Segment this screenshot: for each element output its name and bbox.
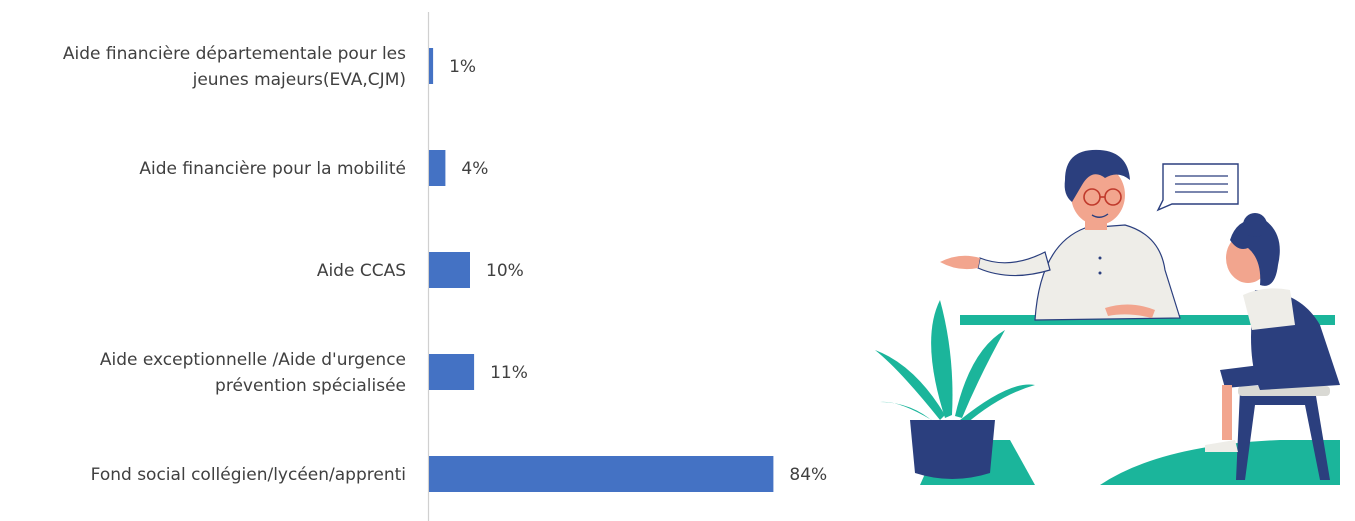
table-top xyxy=(960,315,1335,325)
category-label-line: prévention spécialisée xyxy=(215,376,406,396)
category-label-line: Aide CCAS xyxy=(317,261,406,281)
category-label: Aide exceptionnelle /Aide d'urgence préve… xyxy=(100,350,406,396)
category-label-line: Fond social collégien/lycéen/apprenti xyxy=(91,465,406,485)
data-label: 4% xyxy=(461,159,488,179)
bar-chart: Aide financière départementale pour les j… xyxy=(63,12,827,521)
plant-icon xyxy=(875,300,1035,479)
bar xyxy=(429,150,446,186)
category-label-line: Aide financière pour la mobilité xyxy=(139,159,406,179)
bar xyxy=(429,456,774,492)
category-label-line: Aide financière départementale pour les xyxy=(63,44,406,64)
girl-figure xyxy=(1205,213,1340,480)
category-label: Aide financière pour la mobilité xyxy=(139,159,406,179)
man-figure xyxy=(940,149,1181,321)
category-label-line: Aide exceptionnelle /Aide d'urgence xyxy=(100,350,406,370)
bars-group xyxy=(429,48,774,492)
data-labels-group: 1% 4% 10% 11% 84% xyxy=(449,57,827,485)
ground-shape-right xyxy=(1100,440,1340,485)
category-label: Aide CCAS xyxy=(317,261,406,281)
category-label-line: jeunes majeurs(EVA,CJM) xyxy=(192,70,406,90)
data-label: 1% xyxy=(449,57,476,77)
bar xyxy=(429,48,434,84)
bar xyxy=(429,252,470,288)
data-label: 10% xyxy=(486,261,524,281)
category-label: Fond social collégien/lycéen/apprenti xyxy=(91,465,406,485)
speech-bubble-icon xyxy=(1156,163,1239,212)
category-label: Aide financière départementale pour les j… xyxy=(63,44,406,90)
data-label: 84% xyxy=(789,465,827,485)
category-labels-group: Aide financière départementale pour les j… xyxy=(63,44,406,485)
data-label: 11% xyxy=(490,363,528,383)
counseling-conversation-illustration xyxy=(875,149,1340,485)
bar xyxy=(429,354,475,390)
